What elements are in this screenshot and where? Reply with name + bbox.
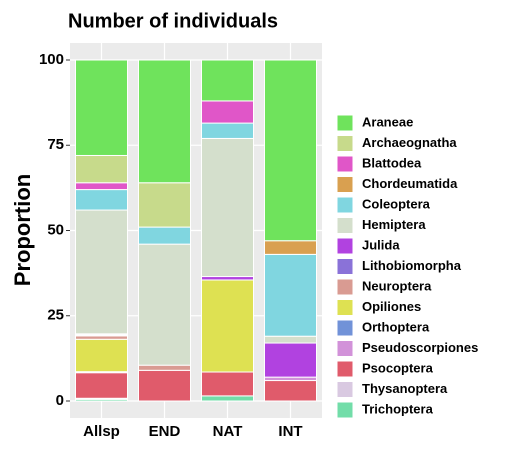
- bar-segment: [201, 59, 254, 102]
- bar-segment: [201, 371, 254, 397]
- bar-segment: [138, 59, 191, 184]
- legend-label: Blattodea: [362, 155, 422, 170]
- legend-label: Lithobiomorpha: [362, 258, 462, 273]
- bar-segment: [264, 335, 317, 344]
- y-tick-label: 0: [56, 392, 64, 409]
- legend-label: Pseudoscorpiones: [362, 340, 478, 355]
- legend-label: Thysanoptera: [362, 381, 448, 396]
- legend-label: Opiliones: [362, 299, 421, 314]
- bar-segment: [138, 182, 191, 228]
- legend-swatch: [336, 155, 354, 173]
- legend-swatch: [336, 196, 354, 214]
- bar-segment: [264, 240, 317, 255]
- chart-title: Number of individuals: [68, 10, 278, 32]
- bar-segment: [138, 226, 191, 245]
- bar-segment: [75, 182, 128, 191]
- legend-label: Neuroptera: [362, 278, 432, 293]
- legend-label: Trichoptera: [362, 401, 434, 416]
- legend-swatch: [336, 237, 354, 255]
- x-tick-label: Allsp: [83, 423, 120, 440]
- bar-segment: [201, 122, 254, 139]
- bar-segment: [264, 342, 317, 378]
- legend-label: Julida: [362, 237, 400, 252]
- bar-segment: [201, 276, 254, 281]
- legend-swatch: [336, 360, 354, 378]
- x-tick-label: END: [149, 423, 181, 440]
- bar-segment: [201, 279, 254, 373]
- legend-label: Orthoptera: [362, 319, 430, 334]
- y-axis-label: Proportion: [10, 174, 35, 286]
- bar-segment: [75, 209, 128, 335]
- y-tick-label: 100: [39, 51, 64, 68]
- bar-segment: [75, 189, 128, 211]
- bar-segment: [75, 154, 128, 184]
- legend-swatch: [336, 340, 354, 357]
- legend-label: Psocoptera: [362, 360, 434, 375]
- legend-swatch: [336, 176, 354, 193]
- legend-swatch: [336, 299, 354, 316]
- legend-swatch: [336, 319, 354, 337]
- x-tick-label: NAT: [213, 423, 243, 440]
- legend-label: Chordeumatida: [362, 176, 458, 191]
- y-tick-label: 50: [47, 221, 64, 238]
- bar-segment: [264, 376, 317, 382]
- bar-segment: [201, 100, 254, 124]
- legend-swatch: [336, 381, 354, 398]
- bar-segment: [75, 372, 128, 399]
- bar-segment: [75, 59, 128, 156]
- legend-swatch: [336, 114, 354, 132]
- legend-label: Archaeognatha: [362, 135, 457, 150]
- bar-segment: [264, 380, 317, 402]
- bar-segment: [138, 364, 191, 371]
- y-tick-label: 75: [47, 136, 64, 153]
- bar-segment: [138, 243, 191, 366]
- legend-swatch: [336, 401, 354, 419]
- bar-segment: [264, 253, 317, 337]
- x-tick-label: INT: [278, 423, 302, 440]
- y-tick-label: 25: [47, 307, 64, 324]
- bar-segment: [75, 338, 128, 373]
- legend-swatch: [336, 258, 354, 275]
- bar-segment: [75, 335, 128, 340]
- legend-swatch: [336, 217, 354, 234]
- bar-segment: [264, 59, 317, 242]
- bar-segment: [138, 369, 191, 402]
- legend-swatch: [336, 278, 354, 296]
- bar-segment: [201, 395, 254, 402]
- legend-label: Coleoptera: [362, 196, 431, 211]
- bar-segment: [201, 137, 254, 278]
- legend-label: Araneae: [362, 114, 413, 129]
- legend-label: Hemiptera: [362, 217, 426, 232]
- legend-swatch: [336, 135, 354, 152]
